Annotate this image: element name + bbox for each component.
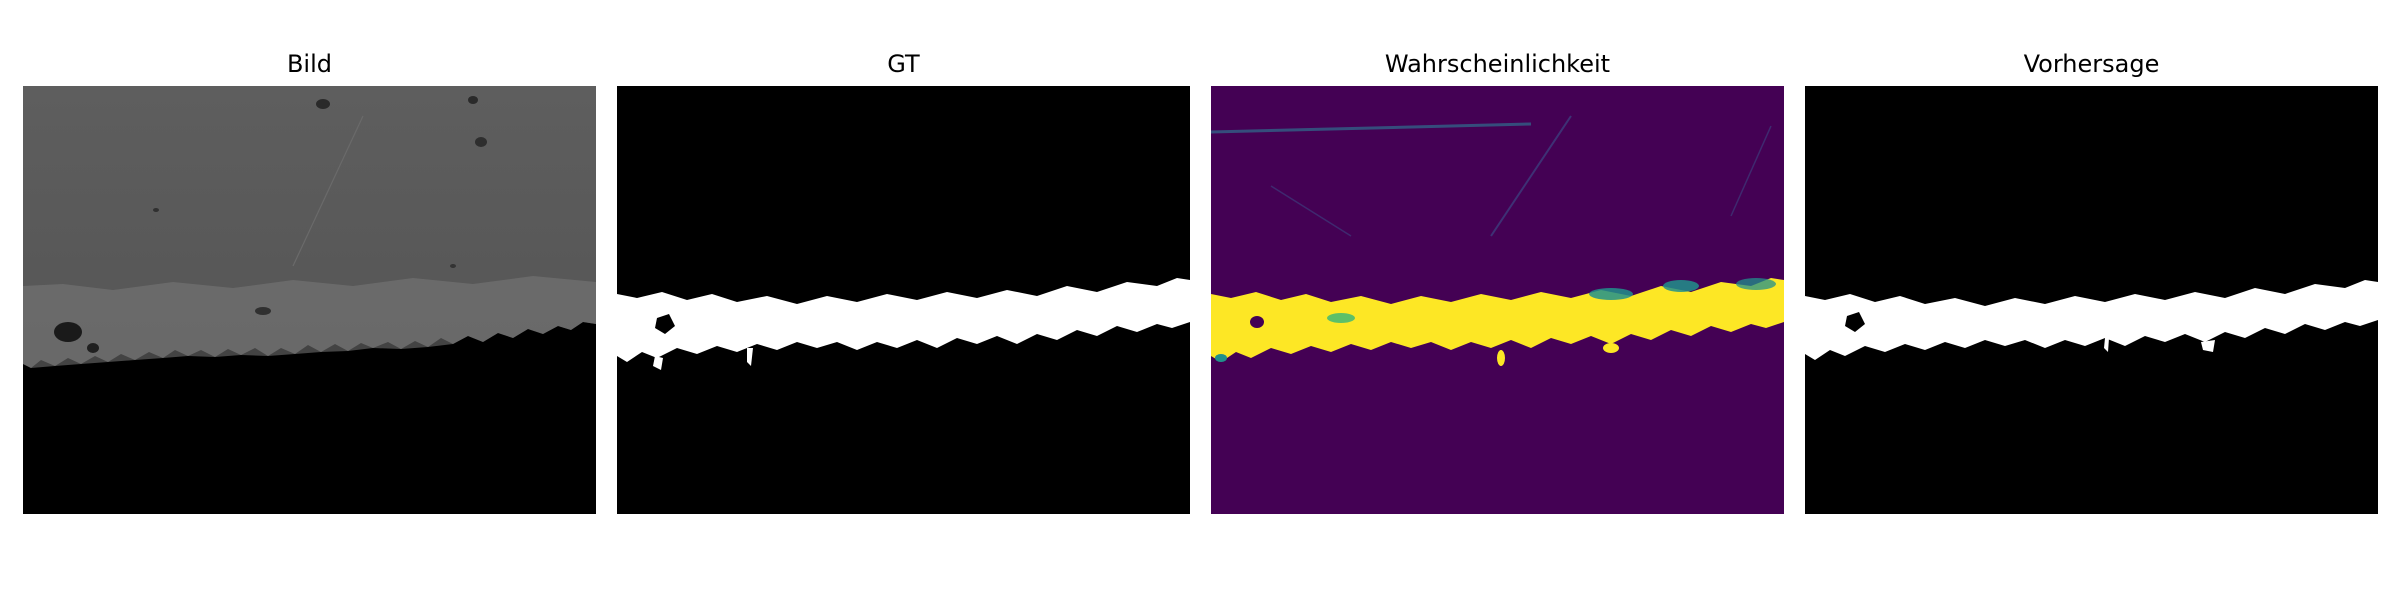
ground-truth-mask: [617, 86, 1190, 514]
panel-bild: Bild: [23, 0, 596, 600]
panel-wahrscheinlichkeit: Wahrscheinlichkeit: [1211, 0, 1784, 600]
probability-map: [1211, 86, 1784, 514]
panel-vorhersage: Vorhersage: [1805, 0, 2378, 600]
panel-gt: GT: [617, 0, 1190, 600]
panel-title-vorhersage: Vorhersage: [2023, 50, 2160, 78]
panel-title-bild: Bild: [286, 50, 333, 78]
panel-title-gt: GT: [887, 50, 920, 78]
prediction-mask: [1805, 86, 2378, 514]
panel-title-wahrscheinlichkeit: Wahrscheinlichkeit: [1384, 50, 1611, 78]
micrograph-image: [23, 86, 596, 514]
